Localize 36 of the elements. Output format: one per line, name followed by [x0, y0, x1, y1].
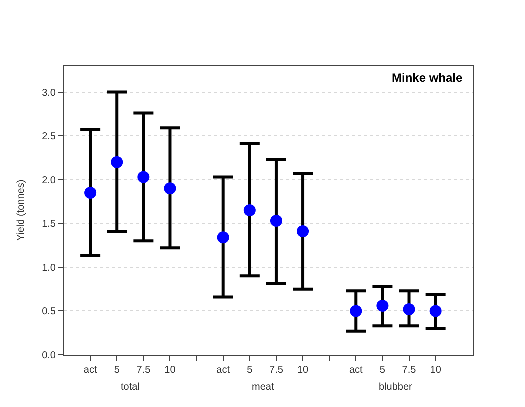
point: [164, 182, 176, 195]
y-tick-label: 2.5: [42, 132, 56, 143]
point: [350, 305, 362, 318]
x-tick-label: 10: [297, 365, 310, 376]
x-tick-label: 10: [164, 365, 176, 376]
text: Minke whale: [392, 71, 464, 85]
x-tick-label: act: [216, 365, 230, 376]
point: [217, 232, 230, 244]
point: [403, 303, 416, 316]
text: total: [121, 382, 140, 393]
text: meat: [252, 382, 274, 393]
x-tick-label: 7.5: [270, 365, 284, 376]
point: [270, 215, 282, 228]
y-axis-title: Yield (tonnes): [16, 180, 28, 242]
y-tick-label: 3.0: [42, 88, 56, 99]
y-tick-label: 0.5: [42, 306, 56, 318]
y-tick-label: 1.0: [42, 262, 56, 274]
x-tick-label: 5: [247, 365, 254, 376]
point: [244, 204, 256, 216]
x-tick-label: act: [84, 365, 98, 376]
point: [430, 305, 442, 318]
x-tick-label: 7.5: [402, 365, 417, 376]
x-tick-label: 7.5: [136, 365, 152, 376]
y-tick-label: 2.0: [42, 175, 56, 186]
x-tick-label: 5: [114, 365, 120, 376]
point: [111, 156, 124, 168]
point: [376, 300, 389, 312]
point: [297, 226, 310, 238]
x-tick-label: act: [349, 365, 364, 376]
y-tick-label: 0.0: [42, 350, 56, 362]
point: [84, 186, 97, 199]
text: blubber: [379, 382, 414, 393]
y-tick-label: 1.5: [42, 219, 56, 230]
x-tick-label: 10: [430, 365, 442, 376]
x-tick-label: 5: [380, 365, 386, 376]
point: [138, 171, 150, 184]
